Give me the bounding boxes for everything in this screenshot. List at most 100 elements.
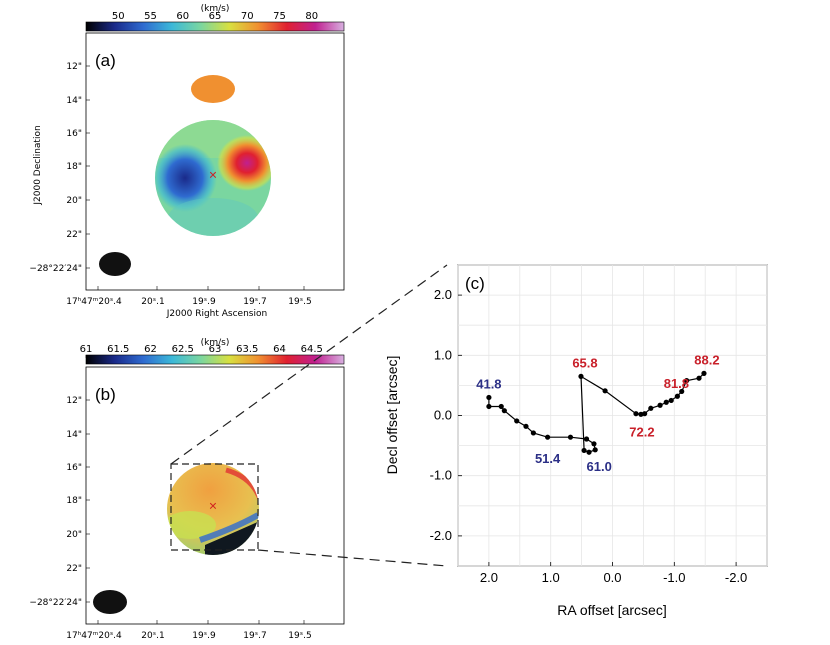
data-point (642, 411, 648, 417)
panel-a: (km/s) 50 55 60 65 70 75 80 × (a) 17ʰ47ᵐ20ˢ.4 2… (29, 4, 345, 319)
colorbar-tick-label: 70 (241, 11, 254, 22)
zoom-box (170, 463, 259, 551)
x-tick-label: 17ʰ47ᵐ20ˢ.4 (66, 297, 122, 307)
annotation-label: 72.2 (629, 424, 654, 439)
y-tick-label: −28°22′24" (29, 264, 82, 274)
data-point (530, 430, 536, 436)
y-tick-label: 1.0 (434, 347, 452, 362)
xlabel-c: RA offset [arcsec] (557, 602, 666, 618)
data-point (663, 399, 669, 405)
y-tick-label: 18" (66, 496, 82, 506)
y-tick-label: 22" (66, 230, 82, 240)
colorbar-tick-label: 63 (209, 344, 222, 355)
x-tick-label: 19ˢ.5 (288, 297, 311, 307)
cross-marker-b: × (209, 498, 217, 514)
y-tick-label: 14" (66, 430, 82, 440)
y-tick-label: 22" (66, 564, 82, 574)
data-point (591, 441, 597, 447)
xlabel-a: J2000 Right Ascension (166, 309, 267, 319)
colorbar-b (85, 354, 345, 365)
annotation-label: 41.8 (476, 376, 501, 391)
data-point (668, 397, 674, 404)
plot-c-series (488, 372, 705, 453)
data-point (581, 447, 587, 454)
x-tick-label: 20ˢ.1 (141, 297, 164, 307)
panel-b: (km/s) 61 61.5 62 62.5 63 63.5 64 64.5 × (b) 17… (29, 338, 345, 641)
data-point (684, 377, 690, 384)
data-point (567, 434, 574, 440)
data-point (696, 375, 702, 381)
annotation-label: 51.4 (535, 451, 561, 466)
data-point (648, 405, 654, 411)
y-tick-label: 20" (66, 196, 82, 206)
data-point (545, 434, 551, 440)
y-tick-label: 16" (66, 129, 82, 139)
x-tick-label: 19ˢ.9 (192, 297, 216, 307)
plot-c-ticks: 2.0 1.0 0.0 -1.0 -2.0 2.0 1.0 0.0 -1.0 -2.0 (430, 287, 748, 585)
data-point (701, 370, 707, 376)
x-tick-label: 19ˢ.5 (288, 631, 311, 641)
panel-c: 2.0 1.0 0.0 -1.0 -2.0 2.0 1.0 0.0 -1.0 -2.0 41.8 5… (384, 264, 768, 618)
y-tick-label: 14" (66, 96, 82, 106)
ylabel-a: J2000 Declination (33, 125, 43, 205)
y-tick-label: 20" (66, 530, 82, 540)
colorbar-tick-label: 75 (273, 11, 286, 22)
x-tick-label: -1.0 (663, 570, 685, 585)
data-point (679, 388, 685, 395)
colorbar-tick-label: 62.5 (172, 344, 194, 355)
data-point (592, 447, 598, 453)
colorbar-tick-label: 64.5 (301, 344, 323, 355)
y-tick-label: 18" (66, 162, 82, 172)
axes-a-ticks: 17ʰ47ᵐ20ˢ.4 20ˢ.1 19ˢ.9 19ˢ.7 19ˢ.5 12" 14" 16"… (29, 62, 311, 307)
data-point (674, 393, 680, 399)
x-tick-label: 19ˢ.7 (243, 297, 266, 307)
colorbar-tick-label: 65 (209, 11, 222, 22)
colorbar-tick-label: 50 (112, 11, 125, 22)
annotation-label: 81.8 (664, 376, 689, 391)
data-point (501, 408, 507, 414)
zoom-connector-top (170, 264, 448, 465)
colorbar-tick-label: 80 (305, 11, 318, 22)
series-line (488, 372, 705, 453)
x-tick-label: 19ˢ.7 (243, 631, 266, 641)
data-point (578, 373, 584, 379)
plot-c-annotations: 41.8 51.4 61.0 65.8 72.2 81.8 88.2 (476, 352, 719, 473)
data-point (523, 423, 529, 429)
data-point (633, 411, 639, 417)
y-tick-label: 0.0 (434, 408, 452, 423)
plot-c-grid (457, 264, 768, 567)
beam-b (93, 590, 127, 614)
cross-marker-a: × (209, 167, 217, 183)
data-point (657, 402, 663, 408)
data-point (602, 388, 608, 394)
y-tick-label: 2.0 (434, 287, 452, 302)
beam-a (99, 252, 131, 276)
colorbar-a-unit: (km/s) (201, 4, 230, 14)
colorbar-tick-label: 61.5 (107, 344, 129, 355)
data-point (498, 403, 504, 410)
annotation-label: 61.0 (587, 459, 612, 474)
x-tick-label: 19ˢ.9 (192, 631, 216, 641)
map-a-image (99, 75, 271, 276)
colorbar-a (85, 21, 345, 32)
y-tick-label: −28°22′24" (29, 598, 82, 608)
x-tick-label: 2.0 (480, 570, 498, 585)
x-tick-label: 1.0 (542, 570, 560, 585)
data-point (583, 436, 590, 442)
compact-source-a (191, 75, 235, 103)
y-tick-label: -2.0 (430, 528, 452, 543)
x-tick-label: -2.0 (725, 570, 747, 585)
x-tick-label: 20ˢ.1 (141, 631, 164, 641)
y-tick-label: 16" (66, 463, 82, 473)
colorbar-tick-label: 64 (273, 344, 286, 355)
panel-label-b: (b) (95, 385, 116, 404)
colorbar-b-unit: (km/s) (201, 338, 230, 348)
y-tick-label: 12" (66, 396, 82, 406)
ylabel-c: Decl offset [arcsec] (384, 356, 400, 475)
x-tick-label: 17ʰ47ᵐ20ˢ.4 (66, 631, 122, 641)
plot-c-points (486, 370, 707, 455)
colorbar-tick-label: 63.5 (236, 344, 258, 355)
colorbar-tick-label: 61 (80, 344, 93, 355)
panel-label-a: (a) (95, 51, 116, 70)
